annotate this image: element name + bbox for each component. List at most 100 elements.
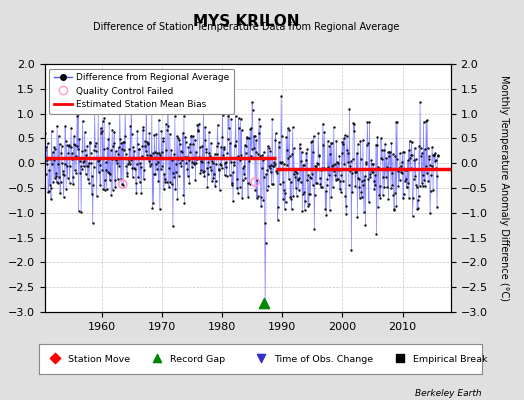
Point (192, 160, 201, 167)
Point (213, 122, 222, 128)
Point (118, 146, 126, 152)
Point (322, 212, 331, 218)
Point (276, 180, 284, 187)
Point (299, 191, 308, 197)
Point (95, 157, 103, 164)
Point (302, 177, 311, 184)
Point (257, 355, 265, 362)
Point (206, 164, 214, 170)
Point (418, 183, 427, 190)
Point (346, 168, 355, 174)
Point (113, 159, 121, 166)
Point (93, 192, 101, 199)
Point (391, 190, 400, 196)
Point (83, 176, 92, 183)
Point (266, 164, 274, 171)
Point (112, 148, 120, 154)
Point (378, 146, 386, 153)
Point (68, 156, 76, 162)
Point (398, 149, 407, 156)
Point (50, 175, 59, 182)
Point (133, 161, 141, 167)
Point (241, 142, 249, 148)
Point (43, 157, 51, 164)
Point (220, 144, 228, 150)
Point (291, 184, 300, 191)
Point (356, 195, 364, 201)
Point (360, 177, 368, 183)
Point (169, 223, 177, 230)
Point (427, 188, 435, 194)
Point (126, 123, 135, 130)
Point (112, 157, 121, 163)
Point (377, 135, 385, 142)
Point (172, 160, 181, 167)
Point (303, 146, 311, 152)
Point (70, 133, 78, 139)
Point (49, 179, 57, 185)
Point (236, 116, 245, 122)
Point (53, 161, 62, 167)
Point (329, 184, 337, 190)
Point (406, 138, 414, 144)
Point (428, 144, 436, 150)
Point (46, 182, 54, 188)
Point (416, 99, 424, 105)
Point (80, 163, 88, 170)
Point (161, 176, 169, 182)
Point (362, 161, 370, 168)
Point (186, 149, 194, 155)
Point (385, 153, 393, 159)
Point (321, 206, 330, 212)
Point (380, 147, 388, 153)
Point (239, 163, 248, 169)
Point (174, 135, 182, 141)
Point (197, 158, 205, 164)
Point (46, 185, 54, 192)
Point (319, 142, 328, 148)
Point (51, 146, 59, 152)
Point (45, 188, 53, 194)
Point (124, 156, 133, 162)
Point (90, 164, 98, 170)
Point (400, 149, 408, 155)
Point (78, 166, 86, 172)
Point (167, 155, 175, 162)
Point (349, 120, 357, 126)
Point (256, 194, 265, 200)
Point (292, 193, 301, 199)
Point (278, 159, 287, 165)
Point (52, 170, 60, 176)
Point (272, 170, 281, 176)
Point (324, 164, 333, 171)
Point (174, 156, 182, 162)
Point (183, 154, 191, 160)
Point (308, 138, 316, 144)
Point (84, 163, 92, 170)
Point (39, 165, 48, 171)
Point (212, 161, 220, 168)
Point (56, 140, 64, 147)
Point (69, 174, 77, 180)
Point (145, 130, 154, 136)
Point (51, 173, 60, 179)
Point (293, 176, 302, 182)
Point (348, 170, 356, 176)
Point (207, 140, 215, 147)
Point (197, 167, 205, 173)
Point (261, 239, 270, 246)
Point (105, 120, 113, 126)
Point (405, 147, 413, 153)
Point (265, 162, 274, 169)
Point (224, 113, 232, 119)
Point (173, 133, 181, 139)
Point (316, 181, 324, 188)
Point (326, 151, 334, 157)
Point (218, 134, 226, 140)
Point (297, 158, 305, 164)
Point (114, 150, 123, 157)
Point (365, 199, 373, 205)
Point (230, 158, 238, 165)
Point (187, 133, 195, 139)
Point (81, 171, 90, 178)
